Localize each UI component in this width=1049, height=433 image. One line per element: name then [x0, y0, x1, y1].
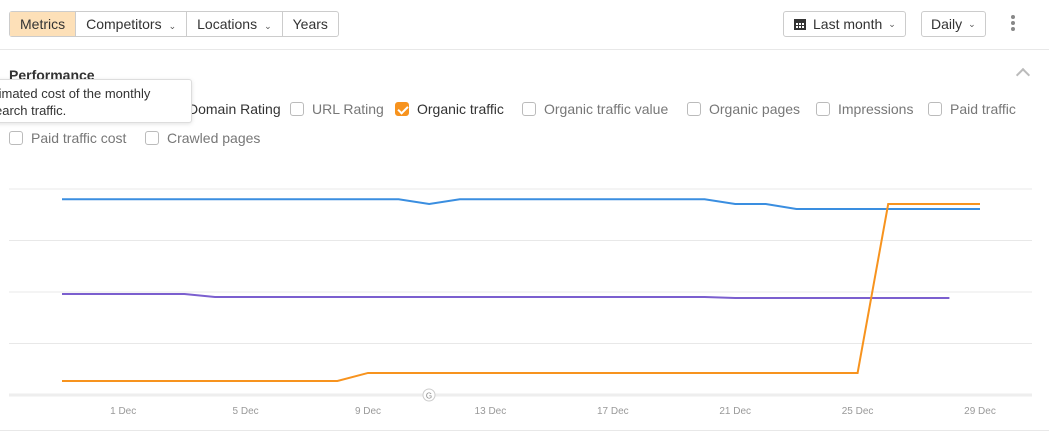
series-line-2: [62, 203, 980, 382]
metric-paid-traffic-cost[interactable]: Paid traffic cost: [9, 130, 126, 146]
checkbox[interactable]: [522, 102, 536, 116]
checkbox[interactable]: [928, 102, 942, 116]
date-range-dropdown[interactable]: Last month ⌄: [783, 11, 906, 37]
divider: [0, 430, 1049, 431]
checkbox[interactable]: [145, 131, 159, 145]
granularity-dropdown[interactable]: Daily ⌄: [921, 11, 986, 37]
tab-metrics[interactable]: Metrics: [10, 12, 77, 36]
chevron-down-icon: ⌄: [168, 21, 177, 31]
metric-organic-pages[interactable]: Organic pages: [687, 101, 800, 117]
metric-impressions[interactable]: Impressions: [816, 101, 913, 117]
checkbox[interactable]: [9, 131, 23, 145]
google-update-marker: [422, 388, 436, 402]
x-tick-label: 29 Dec: [964, 406, 996, 417]
tab-years[interactable]: Years: [292, 16, 328, 32]
x-tick-label: 1 Dec: [110, 406, 136, 417]
chevron-down-icon: ⌄: [888, 19, 896, 29]
metric-crawled-pages[interactable]: Crawled pages: [145, 130, 260, 146]
checkbox[interactable]: [395, 102, 409, 116]
checkbox[interactable]: [687, 102, 701, 116]
tooltip: timated cost of the monthly earch traffi…: [0, 79, 192, 123]
chevron-down-icon: ⌄: [968, 19, 976, 29]
checkbox[interactable]: [290, 102, 304, 116]
x-tick-label: 25 Dec: [842, 406, 874, 417]
kebab-menu-icon[interactable]: [1011, 15, 1017, 31]
tab-locations[interactable]: Locations ⌄: [187, 12, 283, 36]
x-tick-label: 13 Dec: [475, 406, 507, 417]
divider: [0, 49, 1049, 50]
checkbox[interactable]: [816, 102, 830, 116]
metric-url-rating[interactable]: URL Rating: [290, 101, 384, 117]
series-line-0: [62, 198, 980, 210]
x-tick-label: 21 Dec: [719, 406, 751, 417]
chevron-down-icon: ⌄: [264, 21, 272, 31]
calendar-icon: [794, 19, 806, 30]
x-tick-label: 17 Dec: [597, 406, 629, 417]
metric-organic-traffic-value[interactable]: Organic traffic value: [522, 101, 668, 117]
series-line-1: [62, 293, 950, 299]
x-tick-label: 9 Dec: [355, 406, 381, 417]
metric-organic-traffic[interactable]: Organic traffic: [395, 101, 504, 117]
view-tabs: Metrics Competitors ⌄ Locations ⌄ Years: [9, 11, 339, 37]
x-tick-label: 5 Dec: [233, 406, 259, 417]
metric-paid-traffic[interactable]: Paid traffic: [928, 101, 1016, 117]
annotation-label: G: [426, 392, 432, 401]
tab-competitors[interactable]: Competitors ⌄: [76, 12, 188, 36]
